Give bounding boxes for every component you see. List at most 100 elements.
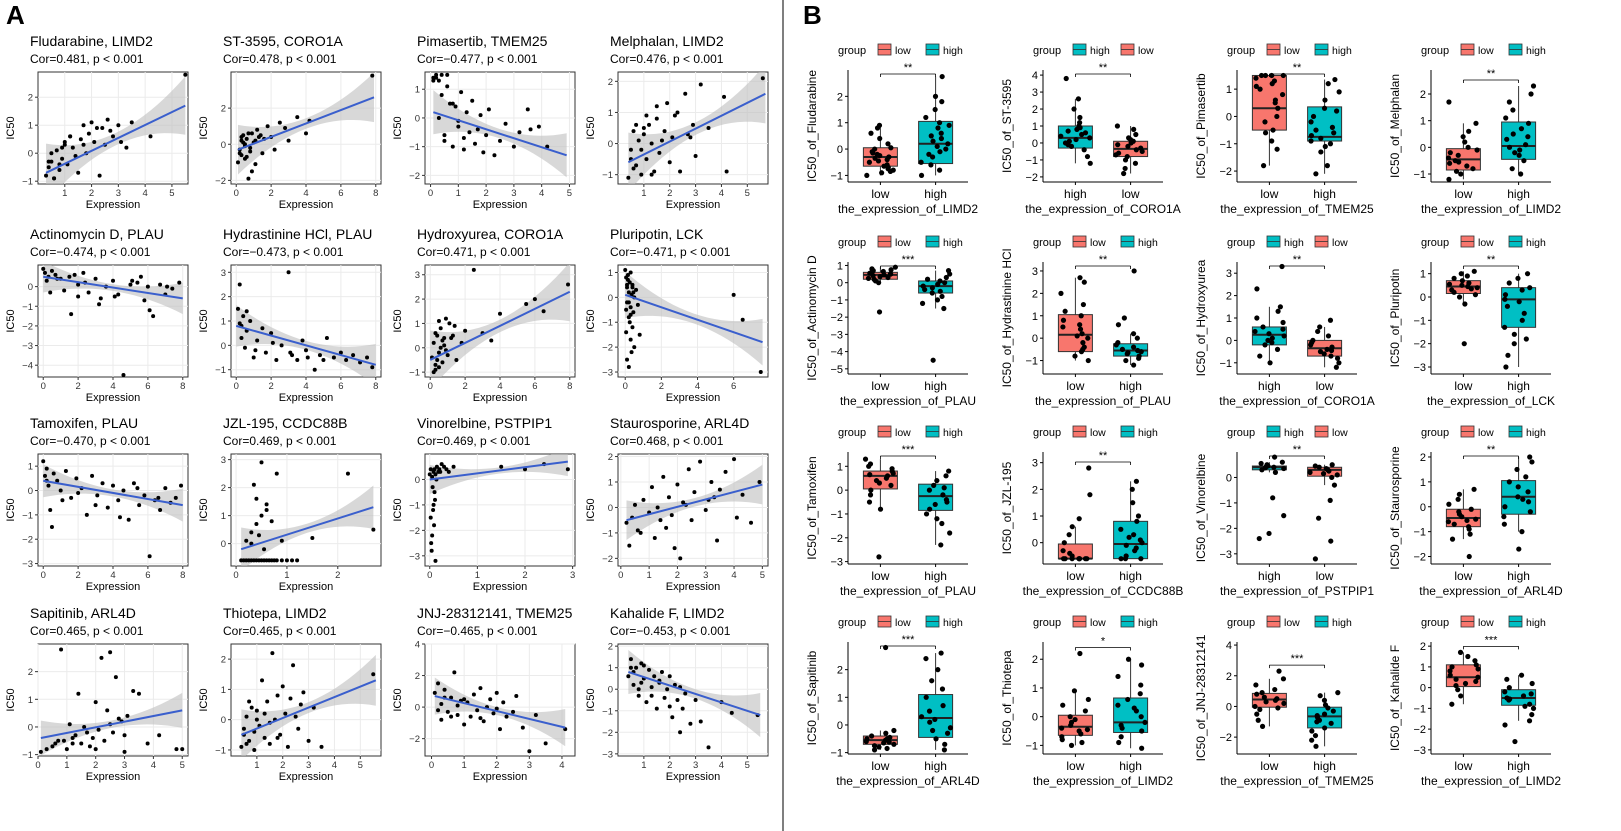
y-tick-label: −2: [602, 728, 613, 739]
data-point: [662, 129, 667, 134]
jitter-point: [1131, 532, 1137, 538]
jitter-point: [879, 170, 885, 176]
x-tick-label: high: [1507, 379, 1530, 393]
x-tick-label: high: [1507, 569, 1530, 583]
data-point: [246, 131, 251, 136]
data-point: [525, 107, 530, 112]
y-tick-label: 2: [608, 77, 613, 88]
jitter-point: [1515, 275, 1521, 281]
y-tick-label: 2: [415, 671, 420, 682]
data-point: [270, 340, 275, 345]
y-tick-label: 1: [1420, 662, 1426, 674]
x-tick-label: 3: [703, 570, 708, 581]
jitter-point: [1061, 540, 1067, 546]
jitter-point: [1504, 676, 1510, 682]
jitter-point: [1071, 106, 1077, 112]
jitter-point: [1447, 672, 1453, 678]
data-point: [319, 744, 324, 749]
legend-label: low: [1090, 427, 1106, 439]
data-point: [41, 266, 46, 271]
legend-label: low: [895, 617, 911, 629]
data-point: [105, 708, 110, 713]
y-tick-label: −1: [215, 365, 226, 376]
y-tick-label: −2: [409, 526, 420, 537]
jitter-point: [1327, 497, 1333, 503]
data-point: [254, 496, 259, 501]
y-tick-label: −1: [602, 318, 613, 329]
data-point: [244, 136, 249, 141]
jitter-point: [1458, 271, 1464, 277]
data-point: [478, 113, 483, 118]
data-point: [462, 697, 467, 702]
jitter-point: [1314, 713, 1320, 719]
y-axis-label: IC50: [585, 309, 597, 332]
data-point: [683, 91, 688, 96]
jitter-point: [1253, 75, 1259, 81]
x-axis-label: the_expression_of_LIMD2: [838, 202, 978, 216]
y-axis-label: IC50_of_Kahalide F: [1388, 645, 1402, 751]
data-point: [117, 515, 122, 520]
jitter-point: [1317, 693, 1323, 699]
data-point: [478, 716, 483, 721]
y-tick-label: −2: [1413, 552, 1426, 564]
jitter-point: [872, 155, 878, 161]
data-point: [111, 483, 115, 488]
scatter-title: Staurosporine, ARL4D: [610, 415, 749, 431]
data-point: [290, 558, 295, 563]
jitter-point: [1309, 737, 1315, 743]
jitter-point: [937, 149, 943, 155]
jitter-point: [876, 309, 883, 315]
jitter-point: [1519, 287, 1525, 293]
data-point: [731, 292, 736, 297]
jitter-point: [871, 747, 878, 753]
jitter-point: [1138, 714, 1144, 720]
data-point: [73, 733, 78, 738]
data-point: [644, 157, 649, 162]
y-axis-label: IC50_of_Pluripotin: [1388, 269, 1402, 368]
jitter-point: [1123, 357, 1129, 364]
significance-label: **: [1099, 254, 1108, 266]
jitter-point: [1329, 474, 1335, 481]
jitter-point: [1307, 469, 1313, 475]
data-point: [81, 270, 86, 275]
data-point: [670, 715, 675, 720]
jitter-point: [872, 146, 878, 152]
box-panel: group low high −1 0 1 2 low high * the_expression_…: [1000, 615, 1173, 788]
jitter-point: [1318, 135, 1324, 141]
y-tick-label: 1: [1420, 269, 1426, 281]
jitter-point: [1262, 465, 1268, 471]
data-point: [59, 647, 64, 652]
jitter-point: [1320, 471, 1327, 477]
jitter-point: [1133, 478, 1140, 484]
data-point: [632, 502, 637, 507]
y-tick-label: 0: [837, 144, 843, 156]
jitter-point: [1447, 160, 1453, 166]
x-tick-label: 2: [522, 570, 527, 581]
data-point: [678, 730, 683, 735]
jitter-point: [1332, 76, 1338, 83]
jitter-point: [1446, 176, 1452, 182]
data-point: [116, 716, 121, 721]
data-point: [681, 500, 686, 505]
jitter-point: [1063, 75, 1069, 82]
jitter-point: [1447, 668, 1453, 674]
y-tick-label: 3: [221, 455, 226, 466]
data-point: [177, 280, 182, 285]
data-point: [291, 663, 296, 668]
scatter-panels: Fludarabine, LIMD2 Cor=0.481, p < 0.001 1 2…: [5, 33, 769, 783]
data-point: [635, 302, 640, 307]
data-point: [511, 144, 516, 149]
data-point: [444, 467, 449, 472]
y-tick-label: −2: [602, 554, 613, 565]
data-point: [652, 536, 657, 540]
data-point: [52, 176, 57, 181]
significance-label: *: [1101, 635, 1106, 647]
scatter-title: ST-3595, CORO1A: [223, 33, 343, 49]
y-tick-label: 1: [1420, 116, 1426, 128]
data-point: [90, 473, 95, 478]
y-tick-label: 0: [415, 113, 420, 124]
data-point: [626, 175, 631, 180]
jitter-point: [1506, 479, 1512, 485]
legend-title: group: [1227, 237, 1255, 249]
legend-label: high: [943, 45, 963, 57]
